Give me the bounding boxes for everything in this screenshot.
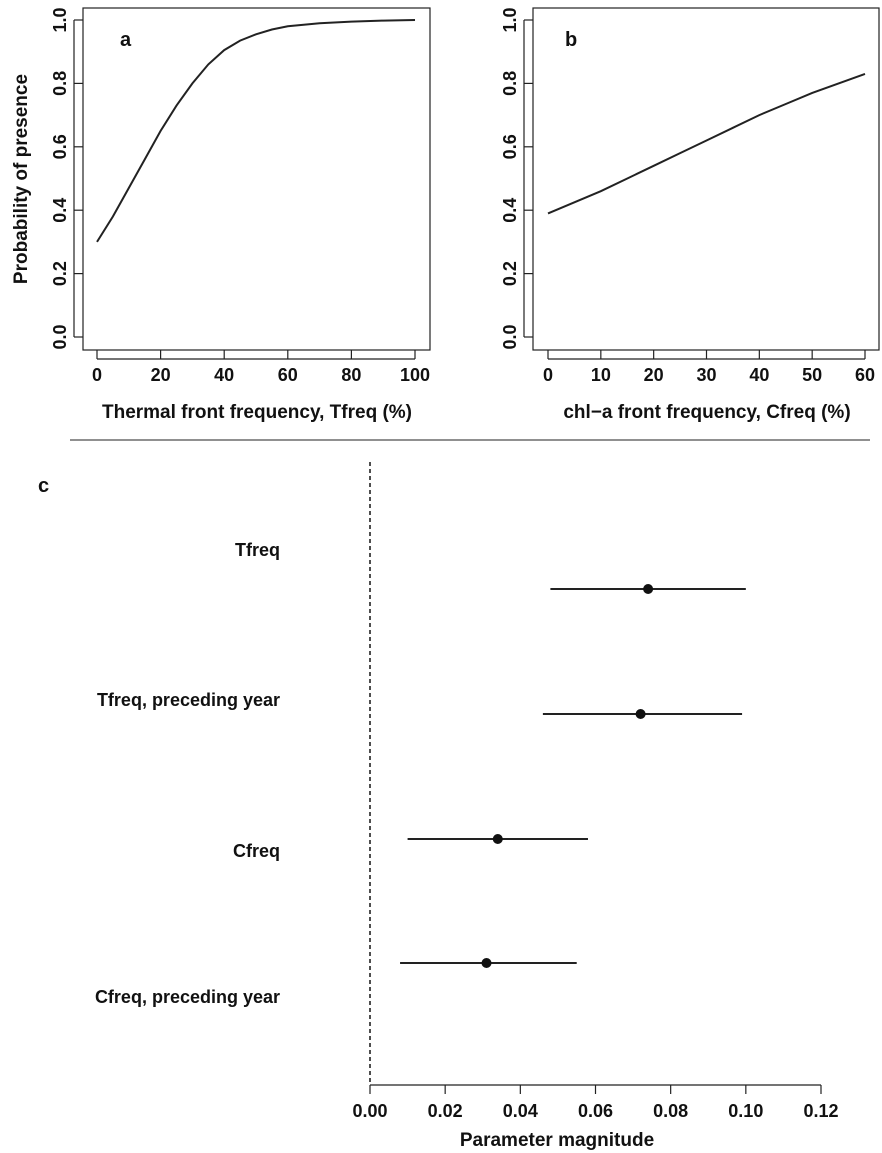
y-tick-label: 0.8	[500, 71, 520, 96]
panel-a-frame	[82, 7, 431, 351]
panel-c-category-labels: Tfreq Tfreq, preceding year Cfreq Cfreq, pr…	[95, 540, 280, 1007]
y-tick-label: 0.6	[500, 134, 520, 159]
x-tick-label: 0.08	[653, 1101, 688, 1121]
y-tick-label: 0.2	[50, 261, 70, 286]
panel-b: b chl−a front frequency, Cfreq (%) 0 10 20…	[500, 7, 880, 423]
panel-b-x-axis: 0 10 20 30 40 50 60	[543, 350, 875, 385]
y-tick-label: 0.6	[50, 134, 70, 159]
y-tick-label: 1.0	[500, 7, 520, 32]
y-tick-label: 0.4	[500, 198, 520, 223]
x-tick-label: 0.02	[428, 1101, 463, 1121]
x-tick-label: 20	[151, 365, 171, 385]
x-tick-label: 40	[749, 365, 769, 385]
x-tick-label: 0.10	[728, 1101, 763, 1121]
panel-b-y-axis: 0.0 0.2 0.4 0.6 0.8 1.0	[500, 7, 533, 350]
x-tick-label: 60	[278, 365, 298, 385]
panel-a-y-axis: 0.0 0.2 0.4 0.6 0.8 1.0	[50, 7, 83, 350]
panel-a-letter: a	[120, 29, 132, 51]
estimate-point	[481, 958, 492, 968]
x-tick-label: 0.06	[578, 1101, 613, 1121]
y-tick-label: 0.4	[50, 198, 70, 223]
panel-b-series	[547, 72, 866, 215]
response-curve	[547, 72, 866, 215]
estimate-point	[643, 584, 654, 594]
x-tick-label: 0.00	[352, 1101, 387, 1121]
panel-c-x-axis: 0.00 0.02 0.04 0.06 0.08 0.10 0.12	[352, 1085, 839, 1121]
response-curve	[96, 19, 416, 243]
y-tick-label: 0.0	[500, 324, 520, 349]
x-tick-label: 0.12	[803, 1101, 838, 1121]
estimate-point	[635, 709, 646, 719]
x-tick-label: 0	[92, 365, 102, 385]
panel-b-frame	[532, 7, 880, 351]
x-tick-label: 100	[400, 365, 430, 385]
panel-b-xlabel: chl−a front frequency, Cfreq (%)	[563, 402, 850, 423]
panel-a: a Thermal front frequency, Tfreq (%) Pro…	[11, 7, 431, 423]
x-tick-label: 50	[802, 365, 822, 385]
x-tick-label: 30	[696, 365, 716, 385]
x-tick-label: 60	[855, 365, 875, 385]
category-label: Cfreq, preceding year	[95, 987, 280, 1007]
category-label: Cfreq	[233, 841, 280, 861]
y-tick-label: 1.0	[50, 7, 70, 32]
panel-a-series	[96, 19, 416, 243]
panel-c-estimates	[400, 584, 746, 968]
panel-c-xlabel: Parameter magnitude	[460, 1130, 654, 1151]
y-tick-label: 0.8	[50, 71, 70, 96]
panel-a-x-axis: 0 20 40 60 80 100	[92, 350, 430, 385]
x-tick-label: 0	[543, 365, 553, 385]
estimate-point	[492, 834, 503, 844]
x-tick-label: 80	[341, 365, 361, 385]
category-label: Tfreq	[235, 540, 280, 560]
x-tick-label: 20	[644, 365, 664, 385]
x-tick-label: 40	[214, 365, 234, 385]
category-label: Tfreq, preceding year	[97, 690, 280, 710]
x-tick-label: 10	[591, 365, 611, 385]
y-tick-label: 0.2	[500, 261, 520, 286]
panel-b-letter: b	[565, 29, 577, 51]
x-tick-label: 0.04	[503, 1101, 538, 1121]
y-tick-label: 0.0	[50, 324, 70, 349]
panel-a-ylabel: Probability of presence	[11, 74, 32, 284]
panel-a-xlabel: Thermal front frequency, Tfreq (%)	[102, 402, 412, 423]
panel-c: c Parameter magnitude 0.00 0.02 0.04 0.06 0.…	[38, 462, 839, 1151]
panel-c-letter: c	[38, 475, 49, 497]
